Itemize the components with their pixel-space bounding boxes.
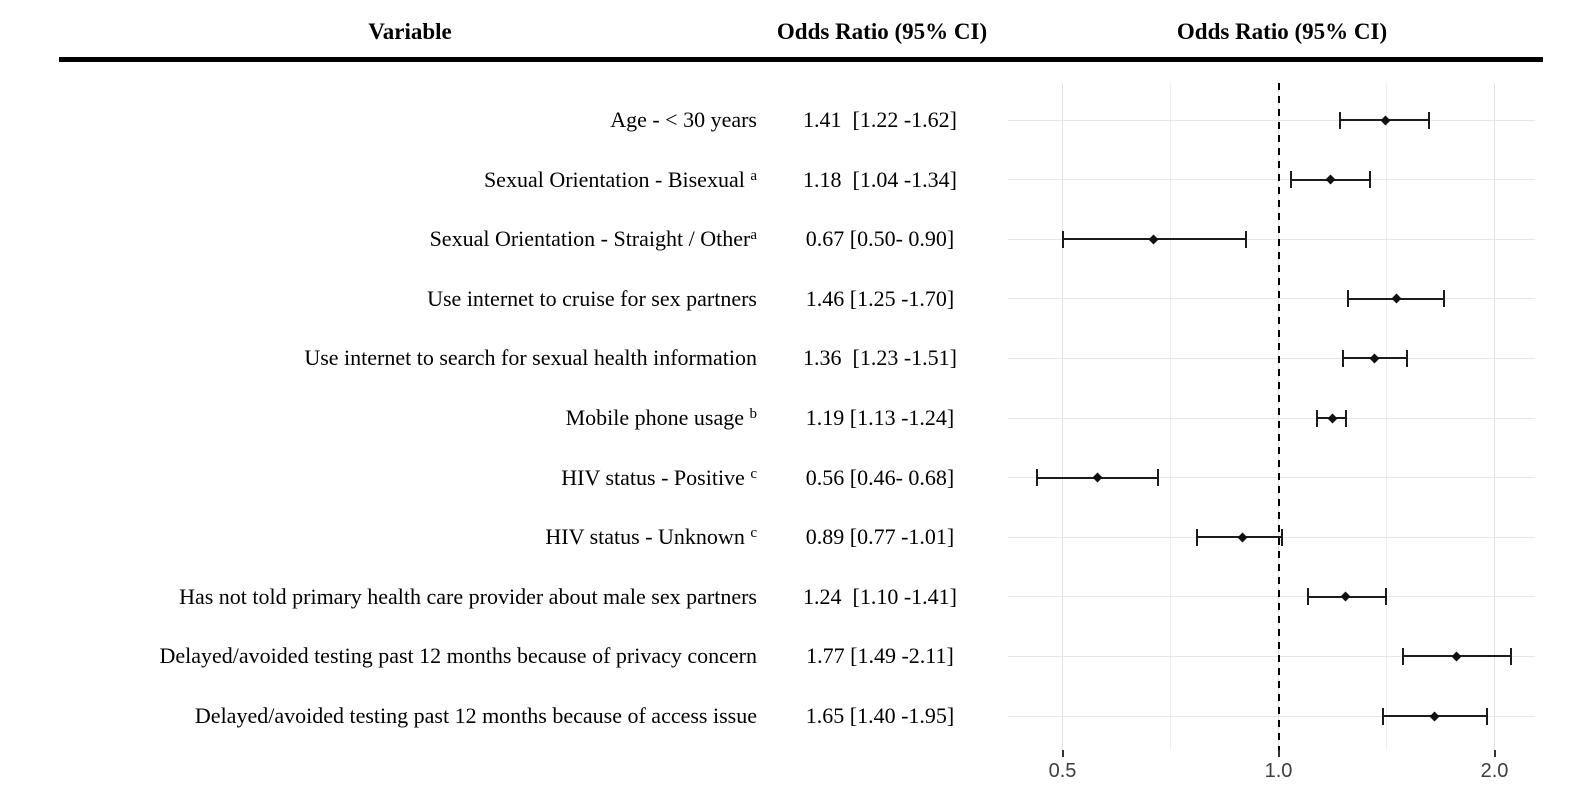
point-estimate-marker (1325, 174, 1336, 185)
point-estimate-marker (1391, 293, 1402, 304)
point-estimate-marker (1380, 115, 1391, 125)
row-label: Mobile phone usage b (40, 401, 757, 435)
label-superscript: c (750, 465, 757, 482)
ci-cap-left (1382, 707, 1385, 725)
ci-cap-left (1342, 349, 1344, 367)
row-label: Delayed/avoided testing past 12 months b… (40, 699, 757, 733)
point-estimate-marker (1340, 591, 1351, 602)
ci-cap-right (1485, 707, 1488, 725)
or-ci-value: 1.24 [1.10 -1.41] (803, 583, 957, 609)
point-estimate-marker (1429, 711, 1440, 721)
ci-cap-left (1401, 647, 1404, 665)
grid-line-h (1008, 596, 1535, 598)
row-label: Age - < 30 years (40, 103, 757, 137)
grid-line-minor-v (1385, 83, 1387, 750)
row-label-text: Sexual Orientation - Straight / Other (429, 226, 751, 252)
row-label: Sexual Orientation - Bisexual a (40, 163, 757, 197)
ci-cap-right (1157, 469, 1160, 487)
grid-line-minor-v (1169, 83, 1171, 750)
column-header-variable: Variable (368, 19, 452, 44)
ci-cap-right (1510, 647, 1513, 665)
row-label: HIV status - Positive c (40, 461, 757, 495)
point-estimate-marker (1451, 651, 1462, 662)
row-label-text: Sexual Orientation - Bisexual (483, 166, 751, 192)
ci-cap-left (1307, 588, 1310, 606)
axis-tick-label: 2.0 (1480, 760, 1509, 782)
row-label: Sexual Orientation - Straight / Othera (40, 222, 757, 256)
ci-cap-right (1344, 409, 1347, 427)
or-ci-value: 1.77 [1.49 -2.11] (806, 643, 954, 669)
column-header-odds-ratio-text: Odds Ratio (95% CI) (776, 19, 988, 44)
ci-cap-right (1405, 349, 1408, 367)
grid-line-h (1008, 417, 1535, 419)
or-ci-value: 1.65 [1.40 -1.95] (805, 703, 955, 728)
row-label-text: Delayed/avoided testing past 12 months b… (159, 643, 757, 669)
grid-line-h (1008, 655, 1535, 657)
ci-cap-right (1427, 111, 1430, 129)
axis-tick (1061, 750, 1064, 757)
ci-cap-right (1244, 230, 1247, 248)
or-ci-value: 0.89 [0.77 -1.01] (805, 524, 955, 550)
ci-cap-left (1196, 528, 1199, 546)
grid-line-h (1008, 238, 1535, 240)
axis-tick-label: 1.0 (1264, 760, 1293, 782)
grid-line-major-v (1494, 83, 1495, 750)
row-label: Use internet to cruise for sex partners (40, 282, 757, 316)
header-divider-rule (59, 57, 1543, 62)
axis-tick (1493, 750, 1496, 757)
axis-tick-label: 0.5 (1048, 760, 1077, 782)
row-label-text: Use internet to cruise for sex partners (427, 285, 757, 311)
row-label-text: Mobile phone usage (565, 405, 750, 430)
grid-line-h (1008, 357, 1535, 359)
column-header-odds-ratio-plot: Odds Ratio (95% CI) (1176, 19, 1388, 44)
ci-cap-left (1315, 409, 1318, 427)
grid-line-h (1008, 119, 1535, 121)
ci-cap-right (1280, 528, 1283, 546)
row-label-text: HIV status - Positive (561, 464, 751, 490)
row-label-text: HIV status - Unknown (545, 524, 751, 550)
or-ci-value: 1.46 [1.25 -1.70] (805, 285, 955, 311)
ci-cap-left (1347, 290, 1350, 308)
or-ci-value: 0.67 [0.50- 0.90] (805, 226, 955, 252)
point-estimate-marker (1092, 472, 1103, 483)
ci-cap-left (1339, 111, 1342, 129)
ci-cap-right (1368, 171, 1371, 189)
ci-cap-left (1061, 230, 1064, 248)
label-superscript: a (750, 227, 757, 244)
label-superscript: c (750, 525, 757, 542)
ci-cap-right (1384, 588, 1387, 606)
axis-tick (1277, 750, 1280, 757)
row-label-text: Use internet to search for sexual health… (304, 345, 757, 371)
ci-cap-right (1442, 290, 1445, 308)
or-ci-value: 0.56 [0.46- 0.68] (805, 464, 955, 490)
row-label-text: Has not told primary health care provide… (179, 583, 757, 609)
point-estimate-marker (1369, 353, 1380, 364)
or-ci-value: 1.18 [1.04 -1.34] (803, 166, 957, 192)
point-estimate-marker (1148, 234, 1159, 245)
point-estimate-marker (1327, 413, 1338, 423)
reference-line (1277, 83, 1280, 750)
or-ci-value: 1.41 [1.22 -1.62] (803, 107, 957, 132)
grid-line-h (1008, 298, 1535, 300)
grid-line-h (1008, 477, 1535, 479)
row-label-text: Delayed/avoided testing past 12 months b… (194, 703, 757, 728)
grid-line-h (1008, 715, 1535, 717)
label-superscript: a (750, 167, 757, 184)
grid-line-major-v (1062, 83, 1063, 750)
row-label: Delayed/avoided testing past 12 months b… (40, 639, 757, 673)
ci-cap-left (1289, 171, 1292, 189)
row-label-text: Age - < 30 years (610, 107, 757, 132)
grid-line-h (1008, 179, 1535, 181)
point-estimate-marker (1237, 532, 1248, 543)
or-ci-value: 1.36 [1.23 -1.51] (803, 345, 957, 371)
forest-plot-panel (1008, 83, 1535, 750)
row-label: HIV status - Unknown c (40, 520, 757, 554)
label-superscript: b (749, 406, 758, 422)
ci-cap-left (1035, 469, 1038, 487)
row-label: Use internet to search for sexual health… (40, 341, 757, 375)
or-ci-value: 1.19 [1.13 -1.24] (805, 405, 955, 430)
row-label: Has not told primary health care provide… (40, 580, 757, 614)
